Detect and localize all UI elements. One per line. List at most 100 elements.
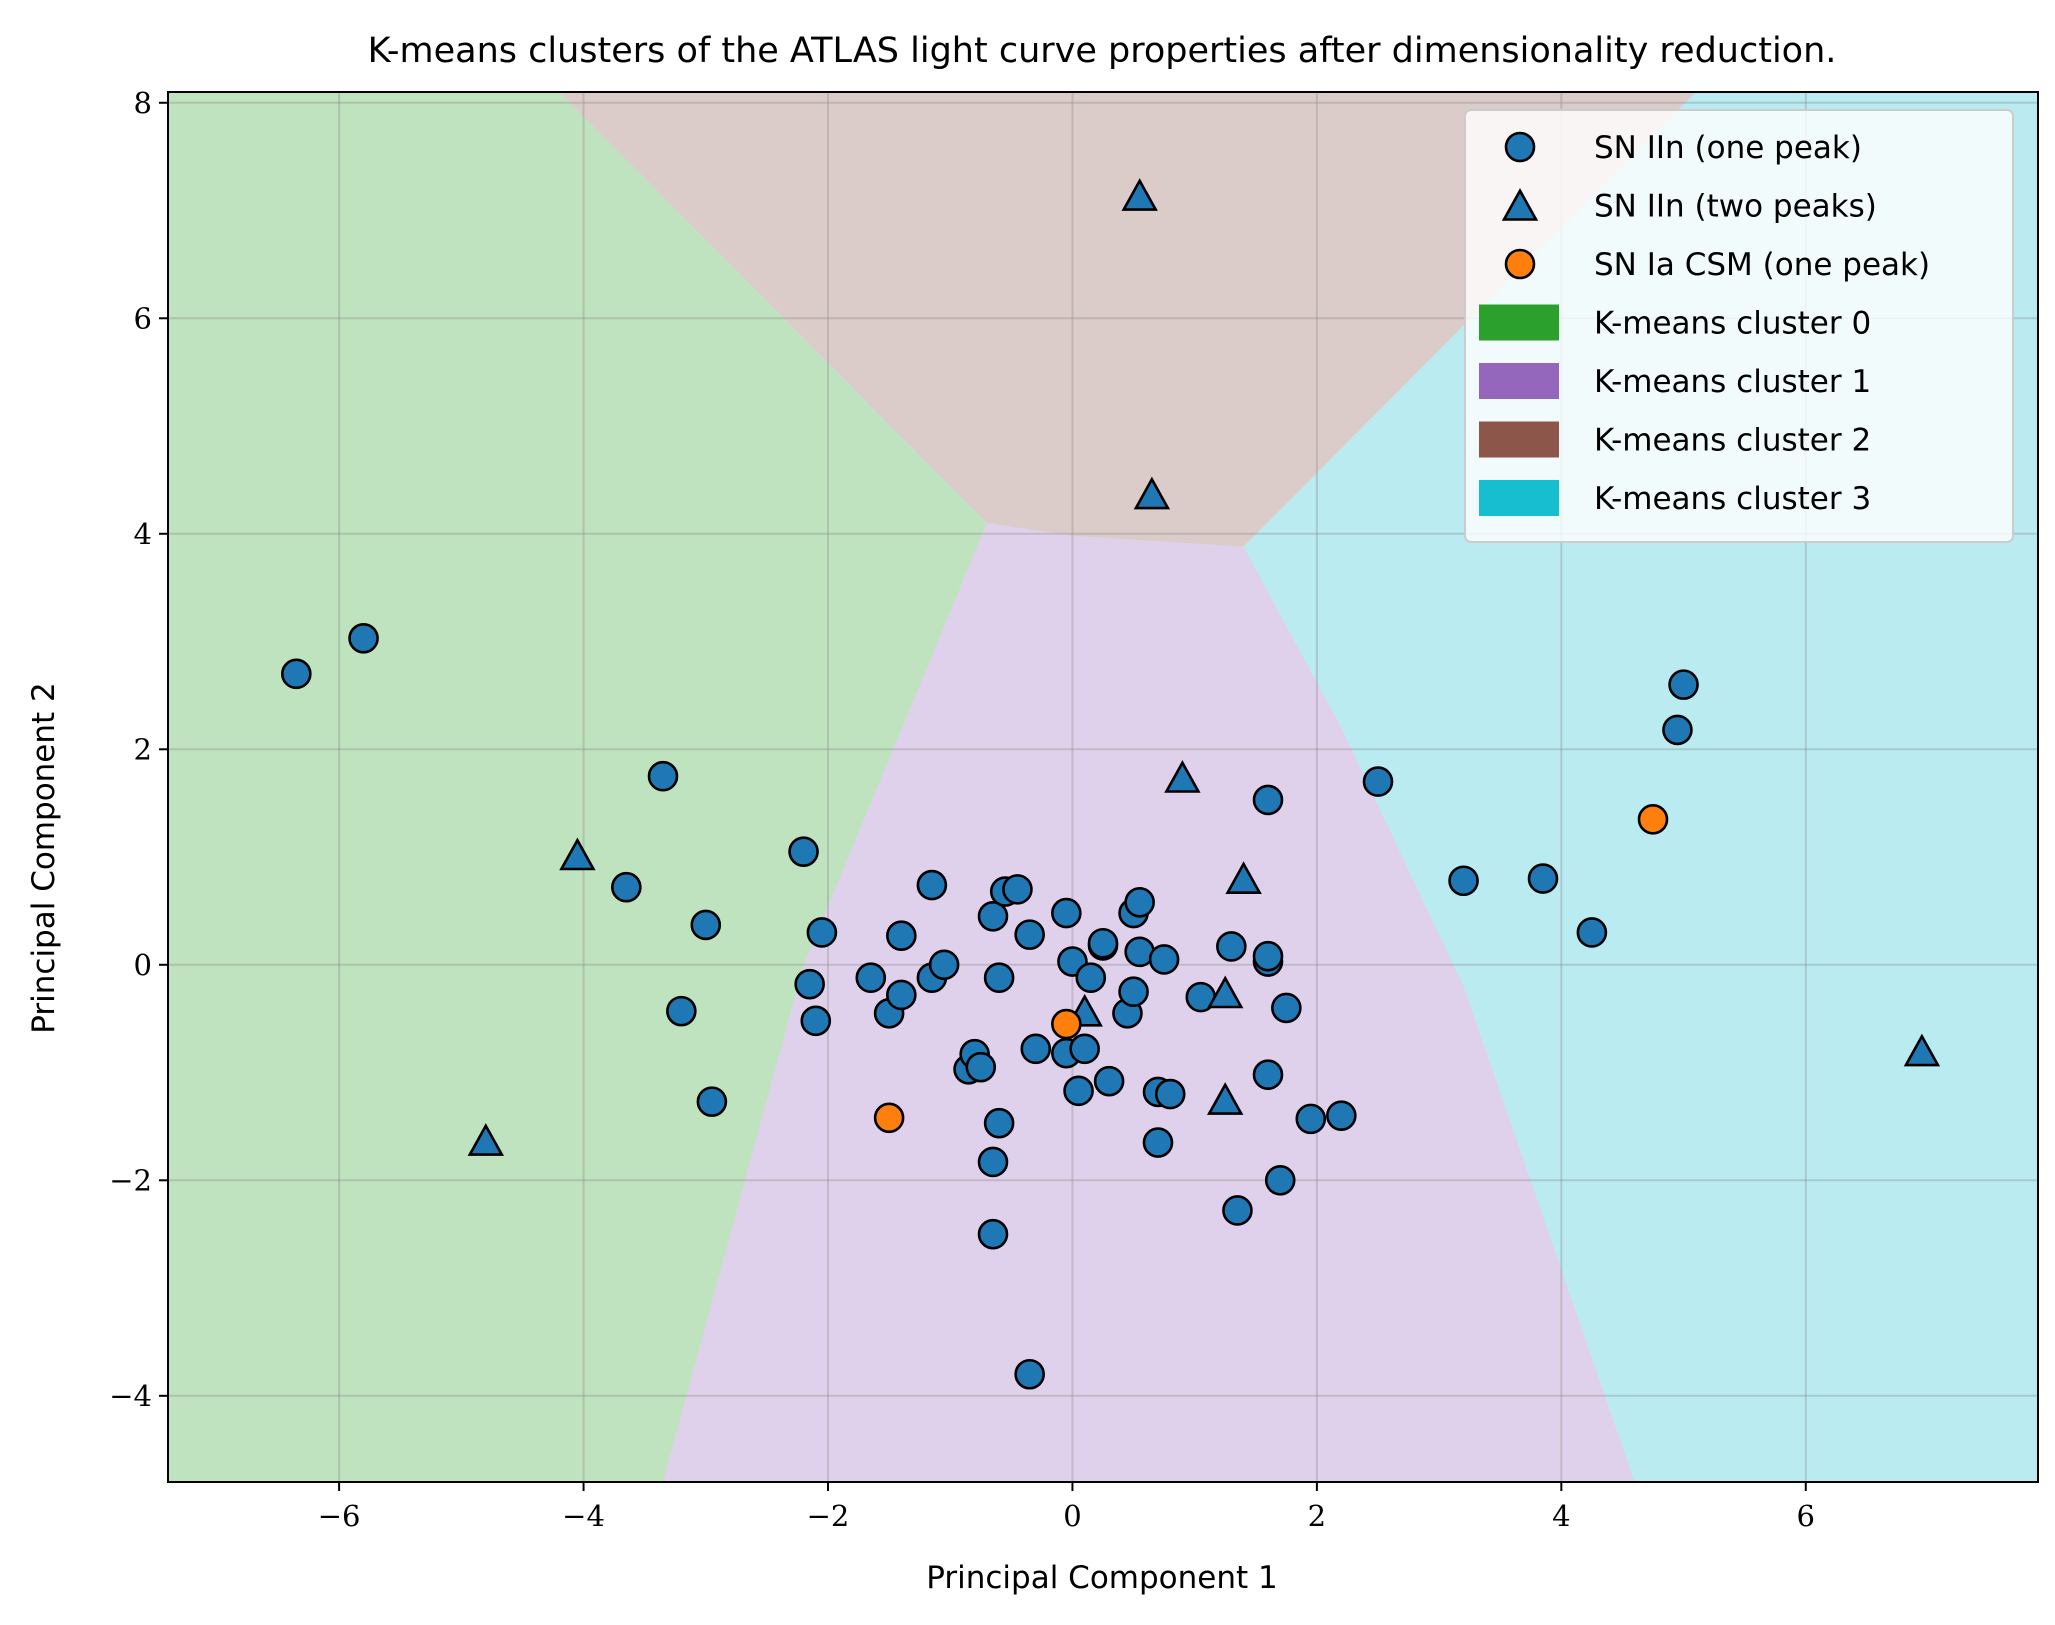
data-point-circle (1448, 865, 1479, 897)
legend-patch (1479, 363, 1559, 399)
data-point-circle (806, 917, 838, 948)
data-point-circle (1252, 940, 1284, 972)
data-point-circle (647, 760, 679, 792)
legend-label: SN IIn (two peaks) (1594, 189, 1877, 225)
legend-item: K-means cluster 1 (1479, 363, 1871, 400)
legend-item: K-means cluster 3 (1479, 480, 1871, 517)
data-point-circle (1020, 1033, 1052, 1065)
legend-item: SN IIn (two peaks) (1501, 188, 1877, 225)
cluster-region-0 (168, 92, 987, 1482)
legend-label: SN Ia CSM (one peak) (1594, 247, 1930, 283)
legend-patch (1479, 421, 1559, 458)
data-point-triangle (467, 1123, 505, 1156)
x-tick-label: −6 (318, 1499, 361, 1533)
data-point-circle (1069, 1033, 1100, 1065)
data-point-circle (1063, 1075, 1094, 1107)
data-point-circle (928, 949, 960, 981)
data-point-triangle (1206, 1082, 1244, 1115)
x-tick-label: −2 (807, 1499, 850, 1533)
data-point-circle (1142, 1127, 1174, 1158)
data-point-triangle (1225, 861, 1262, 895)
legend-label: K-means cluster 3 (1594, 481, 1871, 517)
legend-item: K-means cluster 2 (1479, 421, 1871, 459)
data-point-triangle (1903, 1033, 1941, 1067)
data-point-circle (611, 871, 642, 903)
y-tick-label: 8 (134, 86, 152, 120)
data-point-circle (1148, 944, 1180, 975)
data-points (281, 178, 1941, 1390)
series-0 (281, 623, 1699, 1390)
data-point-circle (1637, 804, 1669, 835)
data-point-circle (1222, 1195, 1253, 1226)
data-point-circle (1051, 1008, 1082, 1040)
legend-box (1464, 109, 2014, 543)
legend-label: K-means cluster 2 (1594, 423, 1871, 459)
y-tick-label: 2 (134, 732, 152, 766)
legend-item: K-means cluster 0 (1479, 304, 1871, 342)
data-point-circle (1154, 1078, 1186, 1110)
data-point-circle (1087, 927, 1119, 959)
series-2 (873, 804, 1669, 1134)
x-tick-label: −4 (562, 1499, 605, 1533)
x-tick-label: 6 (1797, 1499, 1815, 1533)
legend-item: SN IIn (one peak) (1504, 130, 1862, 166)
data-point-circle (965, 1051, 997, 1083)
x-tick-label: 4 (1552, 1499, 1570, 1533)
data-point-circle (1093, 1065, 1125, 1097)
data-point-triangle (1133, 476, 1171, 510)
data-point-circle (1118, 976, 1149, 1008)
data-point-circle (1264, 1164, 1296, 1196)
data-point-triangle (1121, 178, 1158, 211)
cluster-region-2 (559, 92, 1696, 547)
data-point-circle (1326, 1100, 1357, 1131)
data-point-circle (1216, 931, 1247, 962)
data-point-circle (1362, 766, 1394, 797)
data-point-circle (1051, 897, 1082, 929)
data-point-triangle (559, 837, 596, 871)
data-point-circle (1014, 919, 1045, 950)
data-point-circle (916, 869, 948, 901)
data-point-circle (1252, 1059, 1284, 1090)
legend-item: SN Ia CSM (one peak) (1504, 247, 1930, 283)
x-axis-label: Principal Component 1 (926, 1560, 1278, 1596)
data-point-circle (1252, 784, 1284, 816)
data-point-circle (983, 1107, 1015, 1139)
data-point-triangle (1164, 760, 1201, 793)
legend-patch (1479, 304, 1559, 341)
legend-label: K-means cluster 1 (1594, 364, 1871, 400)
data-point-circle (281, 658, 312, 690)
data-point-circle (977, 1218, 1009, 1250)
data-point-circle (1014, 1358, 1045, 1390)
data-point-circle (800, 1005, 832, 1037)
x-tick-label: 2 (1308, 1499, 1326, 1533)
y-tick-label: 6 (134, 301, 152, 335)
data-point-circle (873, 1102, 905, 1134)
legend-label: K-means cluster 0 (1594, 306, 1871, 342)
data-point-circle (977, 1146, 1009, 1178)
data-point-circle (1271, 992, 1302, 1024)
data-point-circle (1527, 863, 1559, 894)
y-tick-label: −2 (109, 1163, 152, 1197)
plot-frame (167, 91, 2039, 1483)
data-point-circle (1002, 874, 1033, 905)
data-point-circle (886, 979, 917, 1011)
data-point-circle (886, 920, 917, 951)
data-point-circle (1668, 669, 1699, 700)
data-point-circle (977, 901, 1009, 932)
chart-title: K-means clusters of the ATLAS light curv… (368, 31, 1837, 71)
data-point-triangle (1206, 975, 1244, 1009)
data-point-circle (794, 968, 825, 1000)
y-axis-label: Principal Component 2 (26, 682, 62, 1034)
data-point-circle (690, 909, 722, 941)
data-point-circle (1576, 917, 1608, 948)
cluster-regions (168, 92, 2038, 1482)
data-point-circle (983, 962, 1015, 994)
data-point-circle (348, 623, 379, 654)
y-tick-label: −4 (109, 1379, 152, 1413)
data-point-circle (788, 836, 819, 867)
axis-ticks: −6 −4 −2 0 2 4 6 −4 −2 0 2 4 6 8 (109, 86, 1815, 1533)
legend-marker-triangle (1501, 188, 1539, 221)
data-point-circle (666, 995, 697, 1027)
data-point-circle (696, 1086, 728, 1117)
